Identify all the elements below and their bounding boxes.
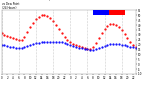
Text: Milwaukee Weather  Outdoor Temperature
vs Dew Point
(24 Hours): Milwaukee Weather Outdoor Temperature vs…: [2, 0, 60, 10]
